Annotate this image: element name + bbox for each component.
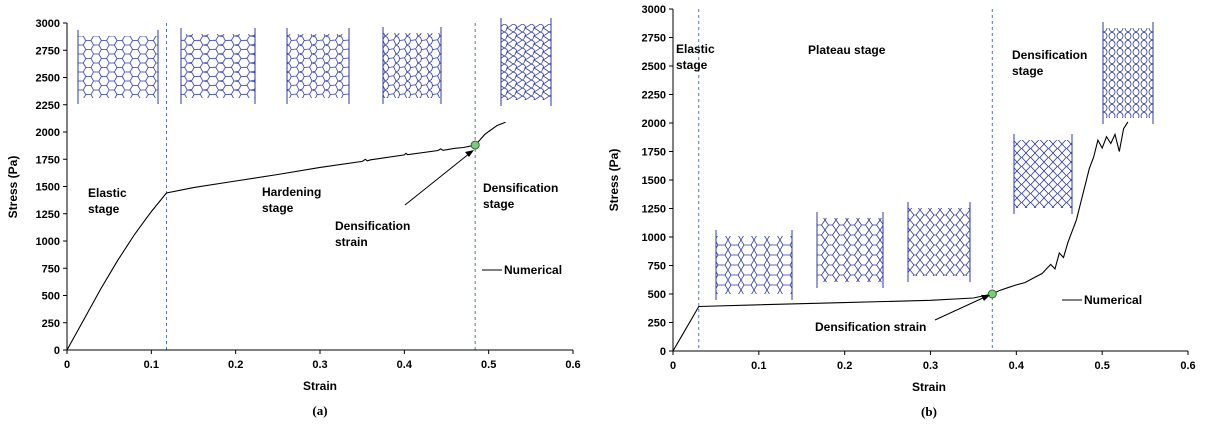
reentrant-stage-3 — [907, 202, 971, 282]
x-tick-label: 0.1 — [751, 360, 766, 372]
y-tick-label: 1000 — [642, 232, 666, 244]
densification-point-marker — [470, 140, 480, 150]
y-tick-label: 250 — [42, 318, 60, 330]
y-tick-label: 2250 — [642, 90, 666, 102]
caption-b: (b) — [921, 404, 937, 419]
y-tick-label: 1750 — [36, 154, 60, 166]
annotation-plateau-stage: Plateau stage — [808, 43, 886, 57]
honeycomb-stage-3 — [286, 28, 350, 104]
y-tick-label: 1250 — [36, 209, 60, 221]
y-tick-label: 1750 — [642, 147, 666, 159]
structure-illustrations-b — [715, 22, 1154, 300]
honeycomb-stage-4 — [382, 27, 442, 104]
y-tick-label: 500 — [648, 289, 666, 301]
annotation-densification-stage-line2: stage — [483, 197, 515, 211]
legend-label-numerical: Numerical — [1084, 293, 1142, 307]
densification-strain-arrow — [404, 150, 474, 206]
y-tick-label: 250 — [648, 318, 666, 330]
x-tick-label: 0.2 — [837, 360, 852, 372]
y-tick-label: 2750 — [36, 45, 60, 57]
annotation-densification-stage-line1: Densification — [483, 181, 558, 195]
annotation-hardening-stage-line1: Hardening — [262, 185, 321, 199]
structure-illustrations-a — [77, 18, 552, 106]
series-line-numerical — [66, 121, 506, 351]
reentrant-densified — [1102, 22, 1154, 124]
y-tick-label: 750 — [42, 263, 60, 275]
annotation-elastic-stage-line1: Elastic — [676, 42, 715, 56]
y-axis-title: Stress (Pa) — [6, 156, 20, 219]
y-tick-label: 2500 — [642, 61, 666, 73]
x-tick-label: 0.5 — [481, 359, 496, 371]
x-tick-label: 0.2 — [228, 359, 243, 371]
x-tick-label: 0.4 — [1009, 360, 1025, 372]
reentrant-stage-2 — [816, 212, 884, 288]
legend-a: Numerical — [482, 263, 562, 277]
honeycomb-stage-2 — [180, 28, 256, 104]
y-tick-label: 1500 — [36, 182, 60, 194]
annotation-densification-strain: Densification strain — [815, 320, 926, 334]
y-tick-label: 2500 — [36, 73, 60, 85]
honeycomb-undeformed — [77, 30, 159, 104]
reentrant-stage-1 — [715, 230, 793, 300]
x-tick-label: 0.6 — [565, 359, 580, 371]
annotation-hardening-stage-line2: stage — [262, 201, 294, 215]
annotation-densification-stage-line2: stage — [1012, 64, 1044, 78]
y-tick-label: 2250 — [36, 100, 60, 112]
y-axis-title: Stress (Pa) — [607, 149, 621, 212]
x-tick-label: 0.4 — [397, 359, 413, 371]
densification-point-marker — [987, 289, 997, 299]
x-tick-label: 0.3 — [923, 360, 938, 372]
reentrant-stage-4 — [1013, 134, 1073, 214]
caption-a: (a) — [312, 403, 327, 418]
y-tick-label: 0 — [660, 346, 666, 358]
annotation-densification-stage-line1: Densification — [1012, 48, 1087, 62]
x-tick-label: 0.5 — [1095, 360, 1110, 372]
x-tick-label: 0 — [670, 360, 676, 372]
y-tick-label: 500 — [42, 291, 60, 303]
y-tick-label: 1250 — [642, 204, 666, 216]
series-line-numerical — [672, 121, 1129, 352]
y-tick-label: 750 — [648, 261, 666, 273]
x-tick-label: 0.6 — [1180, 360, 1195, 372]
legend-label-numerical: Numerical — [504, 263, 562, 277]
y-tick-label: 3000 — [642, 4, 666, 16]
chart-panel-a: 0 250 500 750 1000 1250 1500 1750 2000 2250 2500 27… — [6, 18, 581, 418]
annotation-elastic-stage-line2: stage — [676, 58, 708, 72]
annotation-elastic-stage-line1: Elastic — [88, 186, 127, 200]
legend-b: Numerical — [1062, 293, 1142, 307]
honeycomb-densified — [500, 18, 552, 106]
y-tick-label: 0 — [54, 345, 60, 357]
x-tick-label: 0.1 — [144, 359, 159, 371]
x-axis-title: Strain — [912, 380, 946, 394]
annotation-elastic-stage-line2: stage — [88, 202, 120, 216]
chart-panel-b: 0 250 500 750 1000 1250 1500 1750 2000 2250 2500 27… — [607, 4, 1196, 419]
y-tick-label: 2750 — [642, 33, 666, 45]
y-tick-label: 1000 — [36, 236, 60, 248]
annotation-densification-strain-line2: strain — [335, 235, 368, 249]
x-tick-label: 0.3 — [312, 359, 327, 371]
densification-strain-arrow — [934, 295, 990, 321]
y-tick-label: 2000 — [642, 118, 666, 130]
y-tick-label: 2000 — [36, 127, 60, 139]
y-tick-label: 1500 — [642, 175, 666, 187]
annotation-densification-strain-line1: Densification — [335, 219, 410, 233]
x-tick-label: 0 — [64, 359, 70, 371]
x-axis-title: Strain — [303, 379, 337, 393]
y-tick-label: 3000 — [36, 18, 60, 30]
